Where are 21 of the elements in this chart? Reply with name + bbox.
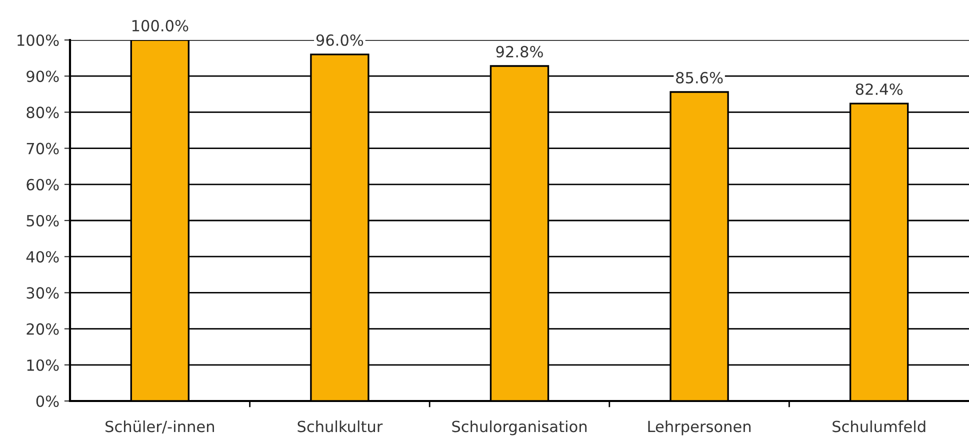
data-label: 85.6% (676, 72, 723, 84)
y-tick-label: 20% (26, 323, 59, 335)
data-label: 92.8% (496, 46, 543, 58)
data-label: 82.4% (856, 83, 903, 96)
x-tick-label: Schüler/-innen (106, 420, 214, 434)
y-tick-label: 90% (26, 70, 59, 82)
y-tick-label: 10% (27, 359, 59, 371)
y-tick-label: 30% (26, 287, 59, 299)
x-tick-label: Lehrpersonen (648, 420, 751, 436)
y-tick-label: 60% (26, 178, 59, 190)
y-tick-label: 70% (26, 142, 59, 154)
y-tick-label: 50% (26, 214, 59, 227)
y-tick-label: 100% (18, 34, 59, 46)
data-label: 96.0% (316, 34, 364, 46)
x-tick-label: Schulumfeld (832, 420, 926, 432)
data-label: 100.0% (132, 20, 188, 32)
x-tick-label: Schulkultur (298, 420, 383, 432)
x-tick-label: Schulorganisation (452, 420, 587, 436)
y-tick-label: 0% (36, 395, 59, 408)
y-tick-label: 40% (26, 251, 59, 263)
y-tick-label: 80% (26, 106, 59, 118)
